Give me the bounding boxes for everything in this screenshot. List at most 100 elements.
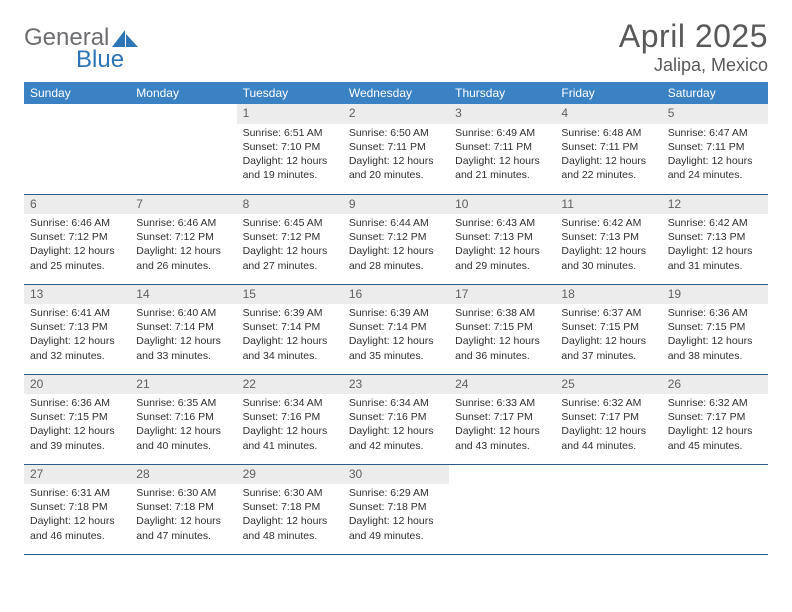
weekday-header-wednesday: Wednesday: [343, 82, 449, 104]
day-details: Sunrise: 6:29 AMSunset: 7:18 PMDaylight:…: [343, 484, 449, 547]
day-details: Sunrise: 6:37 AMSunset: 7:15 PMDaylight:…: [555, 304, 661, 367]
day-details: Sunrise: 6:38 AMSunset: 7:15 PMDaylight:…: [449, 304, 555, 367]
day-number: 30: [343, 465, 449, 485]
day-details: Sunrise: 6:51 AMSunset: 7:10 PMDaylight:…: [237, 124, 343, 187]
calendar-cell: 29Sunrise: 6:30 AMSunset: 7:18 PMDayligh…: [237, 464, 343, 554]
calendar-cell: 22Sunrise: 6:34 AMSunset: 7:16 PMDayligh…: [237, 374, 343, 464]
day-details: Sunrise: 6:30 AMSunset: 7:18 PMDaylight:…: [130, 484, 236, 547]
calendar-cell: 2Sunrise: 6:50 AMSunset: 7:11 PMDaylight…: [343, 104, 449, 194]
day-details: Sunrise: 6:36 AMSunset: 7:15 PMDaylight:…: [662, 304, 768, 367]
day-number: 12: [662, 195, 768, 215]
day-number: 19: [662, 285, 768, 305]
day-number: 5: [662, 104, 768, 124]
day-number: 21: [130, 375, 236, 395]
calendar-cell: 5Sunrise: 6:47 AMSunset: 7:11 PMDaylight…: [662, 104, 768, 194]
day-number: 10: [449, 195, 555, 215]
calendar-cell: 14Sunrise: 6:40 AMSunset: 7:14 PMDayligh…: [130, 284, 236, 374]
title-block: April 2025 Jalipa, Mexico: [619, 18, 768, 76]
calendar-week-row: 20Sunrise: 6:36 AMSunset: 7:15 PMDayligh…: [24, 374, 768, 464]
day-number: 17: [449, 285, 555, 305]
day-number: 26: [662, 375, 768, 395]
calendar-cell: 17Sunrise: 6:38 AMSunset: 7:15 PMDayligh…: [449, 284, 555, 374]
day-details: Sunrise: 6:40 AMSunset: 7:14 PMDaylight:…: [130, 304, 236, 367]
calendar-cell: 25Sunrise: 6:32 AMSunset: 7:17 PMDayligh…: [555, 374, 661, 464]
calendar-cell: [449, 464, 555, 554]
day-details: Sunrise: 6:32 AMSunset: 7:17 PMDaylight:…: [555, 394, 661, 457]
calendar-cell: 11Sunrise: 6:42 AMSunset: 7:13 PMDayligh…: [555, 194, 661, 284]
day-number: 27: [24, 465, 130, 485]
day-details: Sunrise: 6:34 AMSunset: 7:16 PMDaylight:…: [343, 394, 449, 457]
day-number: 15: [237, 285, 343, 305]
day-details: Sunrise: 6:46 AMSunset: 7:12 PMDaylight:…: [130, 214, 236, 277]
calendar-cell: 28Sunrise: 6:30 AMSunset: 7:18 PMDayligh…: [130, 464, 236, 554]
day-details: Sunrise: 6:35 AMSunset: 7:16 PMDaylight:…: [130, 394, 236, 457]
calendar-cell: 7Sunrise: 6:46 AMSunset: 7:12 PMDaylight…: [130, 194, 236, 284]
calendar-cell: 9Sunrise: 6:44 AMSunset: 7:12 PMDaylight…: [343, 194, 449, 284]
day-number: 24: [449, 375, 555, 395]
day-number: 22: [237, 375, 343, 395]
day-number: 14: [130, 285, 236, 305]
day-number: 3: [449, 104, 555, 124]
weekday-header-saturday: Saturday: [662, 82, 768, 104]
day-number: 6: [24, 195, 130, 215]
day-number: 7: [130, 195, 236, 215]
calendar-table: SundayMondayTuesdayWednesdayThursdayFrid…: [24, 82, 768, 555]
calendar-cell: 19Sunrise: 6:36 AMSunset: 7:15 PMDayligh…: [662, 284, 768, 374]
month-year-title: April 2025: [619, 18, 768, 55]
day-details: Sunrise: 6:43 AMSunset: 7:13 PMDaylight:…: [449, 214, 555, 277]
day-number: 11: [555, 195, 661, 215]
calendar-cell: 13Sunrise: 6:41 AMSunset: 7:13 PMDayligh…: [24, 284, 130, 374]
day-details: Sunrise: 6:48 AMSunset: 7:11 PMDaylight:…: [555, 124, 661, 187]
calendar-cell: [555, 464, 661, 554]
calendar-cell: [24, 104, 130, 194]
day-details: Sunrise: 6:42 AMSunset: 7:13 PMDaylight:…: [555, 214, 661, 277]
calendar-cell: 16Sunrise: 6:39 AMSunset: 7:14 PMDayligh…: [343, 284, 449, 374]
calendar-cell: 10Sunrise: 6:43 AMSunset: 7:13 PMDayligh…: [449, 194, 555, 284]
calendar-week-row: 13Sunrise: 6:41 AMSunset: 7:13 PMDayligh…: [24, 284, 768, 374]
day-number: 18: [555, 285, 661, 305]
day-number: 13: [24, 285, 130, 305]
day-details: Sunrise: 6:30 AMSunset: 7:18 PMDaylight:…: [237, 484, 343, 547]
day-details: Sunrise: 6:39 AMSunset: 7:14 PMDaylight:…: [237, 304, 343, 367]
day-number: 16: [343, 285, 449, 305]
day-number: 23: [343, 375, 449, 395]
day-details: Sunrise: 6:41 AMSunset: 7:13 PMDaylight:…: [24, 304, 130, 367]
weekday-header-friday: Friday: [555, 82, 661, 104]
logo-word-blue: Blue: [76, 46, 124, 74]
day-number: 9: [343, 195, 449, 215]
calendar-cell: 15Sunrise: 6:39 AMSunset: 7:14 PMDayligh…: [237, 284, 343, 374]
day-number: 20: [24, 375, 130, 395]
day-details: Sunrise: 6:42 AMSunset: 7:13 PMDaylight:…: [662, 214, 768, 277]
calendar-cell: 8Sunrise: 6:45 AMSunset: 7:12 PMDaylight…: [237, 194, 343, 284]
day-number: 28: [130, 465, 236, 485]
calendar-page: General Blue April 2025 Jalipa, Mexico S…: [0, 0, 792, 555]
day-details: Sunrise: 6:46 AMSunset: 7:12 PMDaylight:…: [24, 214, 130, 277]
calendar-body: 1Sunrise: 6:51 AMSunset: 7:10 PMDaylight…: [24, 104, 768, 554]
day-details: Sunrise: 6:36 AMSunset: 7:15 PMDaylight:…: [24, 394, 130, 457]
calendar-cell: [130, 104, 236, 194]
calendar-cell: 23Sunrise: 6:34 AMSunset: 7:16 PMDayligh…: [343, 374, 449, 464]
calendar-week-row: 1Sunrise: 6:51 AMSunset: 7:10 PMDaylight…: [24, 104, 768, 194]
calendar-weekday-header: SundayMondayTuesdayWednesdayThursdayFrid…: [24, 82, 768, 104]
day-details: Sunrise: 6:32 AMSunset: 7:17 PMDaylight:…: [662, 394, 768, 457]
day-details: Sunrise: 6:34 AMSunset: 7:16 PMDaylight:…: [237, 394, 343, 457]
calendar-cell: 21Sunrise: 6:35 AMSunset: 7:16 PMDayligh…: [130, 374, 236, 464]
day-details: Sunrise: 6:50 AMSunset: 7:11 PMDaylight:…: [343, 124, 449, 187]
page-header: General Blue April 2025 Jalipa, Mexico: [24, 18, 768, 76]
day-number: 4: [555, 104, 661, 124]
calendar-week-row: 27Sunrise: 6:31 AMSunset: 7:18 PMDayligh…: [24, 464, 768, 554]
calendar-cell: 6Sunrise: 6:46 AMSunset: 7:12 PMDaylight…: [24, 194, 130, 284]
day-number: 1: [237, 104, 343, 124]
day-details: Sunrise: 6:31 AMSunset: 7:18 PMDaylight:…: [24, 484, 130, 547]
day-number: 2: [343, 104, 449, 124]
weekday-header-thursday: Thursday: [449, 82, 555, 104]
day-number: 29: [237, 465, 343, 485]
calendar-cell: 30Sunrise: 6:29 AMSunset: 7:18 PMDayligh…: [343, 464, 449, 554]
day-details: Sunrise: 6:33 AMSunset: 7:17 PMDaylight:…: [449, 394, 555, 457]
location-label: Jalipa, Mexico: [619, 55, 768, 76]
calendar-cell: 24Sunrise: 6:33 AMSunset: 7:17 PMDayligh…: [449, 374, 555, 464]
calendar-cell: 4Sunrise: 6:48 AMSunset: 7:11 PMDaylight…: [555, 104, 661, 194]
day-details: Sunrise: 6:45 AMSunset: 7:12 PMDaylight:…: [237, 214, 343, 277]
day-number: 25: [555, 375, 661, 395]
day-details: Sunrise: 6:44 AMSunset: 7:12 PMDaylight:…: [343, 214, 449, 277]
